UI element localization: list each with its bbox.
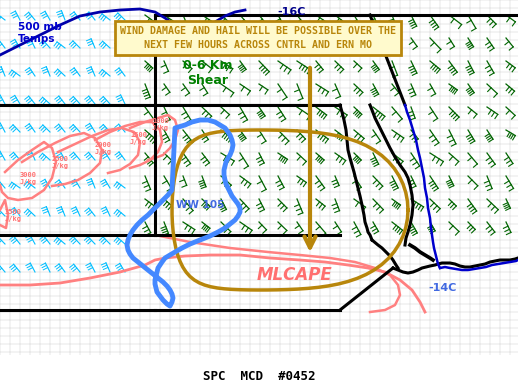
Text: 2000
J/kg: 2000 J/kg	[95, 142, 112, 154]
Text: WIND DAMAGE AND HAIL WILL BE POSSIBLE OVER THE
NEXT FEW HOURS ACROSS CNTRL AND E: WIND DAMAGE AND HAIL WILL BE POSSIBLE OV…	[120, 26, 396, 50]
Text: WW 105: WW 105	[176, 200, 224, 210]
Text: 3000
J/kg: 3000 J/kg	[20, 171, 37, 185]
Text: 1000
J/kg: 1000 J/kg	[152, 118, 169, 130]
Text: 0-6 Km
Shear: 0-6 Km Shear	[183, 59, 233, 87]
Text: 500 mb
Temps: 500 mb Temps	[18, 22, 62, 43]
Text: MLCAPE: MLCAPE	[257, 266, 333, 284]
Text: -14C: -14C	[429, 283, 457, 293]
Text: -16C: -16C	[278, 7, 306, 17]
Text: 1500
J/kg: 1500 J/kg	[130, 132, 147, 144]
Text: 3500
J/kg: 3500 J/kg	[5, 208, 22, 222]
Text: SPC  MCD  #0452: SPC MCD #0452	[203, 369, 315, 383]
Text: 2500
J/kg: 2500 J/kg	[52, 156, 69, 168]
